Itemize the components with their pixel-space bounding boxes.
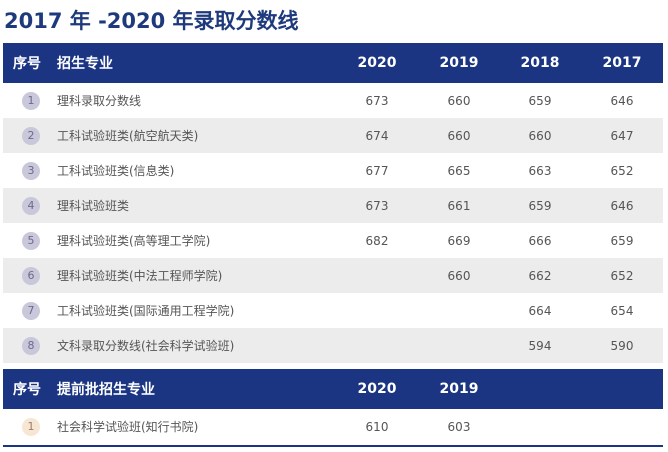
table-bottom-rule — [3, 445, 663, 447]
row-major: 理科试验班类(中法工程师学院) — [57, 269, 223, 283]
score-2020 — [347, 293, 407, 328]
row-major: 理科试验班类 — [57, 199, 130, 213]
table-row: 4 理科试验班类 673 661 659 646 — [3, 188, 663, 223]
row-major: 工科试验班类(航空航天类) — [57, 129, 199, 143]
table-row: 1 理科录取分数线 673 660 659 646 — [3, 83, 663, 118]
score-2019: 661 — [447, 198, 471, 213]
score-2017: 652 — [610, 163, 634, 178]
score-2019: 669 — [447, 233, 471, 248]
header-year-2018: 2018 — [520, 55, 560, 71]
score-2017: 590 — [610, 338, 634, 353]
score-2019 — [429, 328, 489, 363]
header-early-major: 提前批招生专业 — [57, 382, 155, 398]
admission-score-table: 序号 招生专业 2020 2019 2018 2017 1 理科录取分数线 67… — [3, 43, 663, 363]
header-year-2019: 2019 — [439, 55, 479, 71]
page-title: 2017 年 -2020 年录取分数线 — [4, 9, 299, 33]
header-year-2020: 2020 — [357, 55, 397, 71]
row-major: 文科录取分数线(社会科学试验班) — [57, 339, 235, 353]
row-number-badge: 5 — [22, 231, 40, 250]
score-2018: 664 — [528, 303, 552, 318]
score-2018: 659 — [528, 93, 552, 108]
header-year-2017: 2017 — [602, 55, 642, 71]
score-2018: 659 — [528, 198, 552, 213]
header-no: 序号 — [13, 56, 41, 72]
table-header: 序号 招生专业 2020 2019 2018 2017 — [3, 43, 663, 83]
score-2020: 673 — [365, 198, 389, 213]
score-2020: 674 — [365, 128, 389, 143]
table-row: 5 理科试验班类(高等理工学院) 682 669 666 659 — [3, 223, 663, 258]
score-2017: 654 — [610, 303, 634, 318]
table-row: 7 工科试验班类(国际通用工程学院) 664 654 — [3, 293, 663, 328]
score-2017: 646 — [610, 93, 634, 108]
score-2017: 652 — [610, 268, 634, 283]
score-2018: 666 — [528, 233, 552, 248]
row-number-badge: 3 — [22, 161, 40, 180]
score-2019: 660 — [447, 268, 471, 283]
score-2020: 682 — [365, 233, 389, 248]
score-2019: 660 — [447, 128, 471, 143]
score-2020 — [347, 258, 407, 293]
header-major: 招生专业 — [57, 56, 113, 72]
header-no: 序号 — [13, 382, 41, 398]
score-2017: 647 — [610, 128, 634, 143]
row-number-badge: 7 — [22, 301, 40, 320]
row-number-badge: 4 — [22, 196, 40, 215]
table-row: 6 理科试验班类(中法工程师学院) 660 662 652 — [3, 258, 663, 293]
row-major: 理科试验班类(高等理工学院) — [57, 234, 211, 248]
score-2019: 660 — [447, 93, 471, 108]
row-number-badge: 1 — [22, 417, 40, 436]
header-year-2020: 2020 — [357, 381, 397, 397]
row-major: 理科录取分数线 — [57, 94, 142, 108]
score-2018: 662 — [528, 268, 552, 283]
row-number-badge: 2 — [22, 126, 40, 145]
score-2019 — [429, 293, 489, 328]
score-2019: 665 — [447, 163, 471, 178]
score-2018: 660 — [528, 128, 552, 143]
table-row: 2 工科试验班类(航空航天类) 674 660 660 647 — [3, 118, 663, 153]
row-number-badge: 6 — [22, 266, 40, 285]
score-2020: 610 — [365, 419, 389, 434]
score-2017: 659 — [610, 233, 634, 248]
row-major: 工科试验班类(信息类) — [57, 164, 175, 178]
table-row: 8 文科录取分数线(社会科学试验班) 594 590 — [3, 328, 663, 363]
score-2018: 663 — [528, 163, 552, 178]
score-2020 — [347, 328, 407, 363]
header-year-2019: 2019 — [439, 381, 479, 397]
score-2020: 677 — [365, 163, 389, 178]
row-major: 社会科学试验班(知行书院) — [57, 420, 199, 434]
score-2018: 594 — [528, 338, 552, 353]
score-2017: 646 — [610, 198, 634, 213]
row-number-badge: 8 — [22, 336, 40, 355]
row-major: 工科试验班类(国际通用工程学院) — [57, 304, 235, 318]
table-row: 1 社会科学试验班(知行书院) 610 603 — [3, 409, 663, 444]
row-number-badge: 1 — [22, 91, 40, 110]
table-row: 3 工科试验班类(信息类) 677 665 663 652 — [3, 153, 663, 188]
score-2019: 603 — [447, 419, 471, 434]
table-header: 序号 提前批招生专业 2020 2019 — [3, 369, 663, 409]
score-2020: 673 — [365, 93, 389, 108]
early-batch-score-table: 序号 提前批招生专业 2020 2019 1 社会科学试验班(知行书院) 610… — [3, 369, 663, 444]
